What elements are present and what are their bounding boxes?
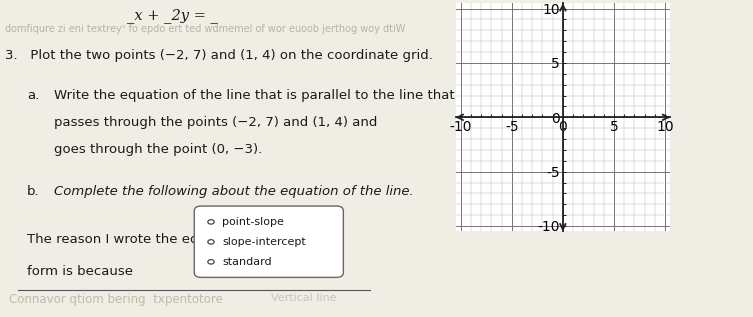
Text: domfiqure zi eni textreyˢ fo epdo ert ted wdmemel of wor euoob jerthog woy dtiW: domfiqure zi eni textreyˢ fo epdo ert te… <box>5 24 405 34</box>
Text: b.: b. <box>27 185 40 198</box>
Text: _x + _2y = _: _x + _2y = _ <box>127 8 218 23</box>
Text: point-slope: point-slope <box>222 217 284 227</box>
Circle shape <box>208 260 214 264</box>
Text: standard: standard <box>222 257 272 267</box>
Circle shape <box>208 240 214 244</box>
Text: Vertical line: Vertical line <box>271 293 337 303</box>
Text: passes through the points (−2, 7) and (1, 4) and: passes through the points (−2, 7) and (1… <box>54 116 377 129</box>
Text: goes through the point (0, −3).: goes through the point (0, −3). <box>54 143 263 156</box>
Text: a.: a. <box>27 89 39 102</box>
Text: Connavor qtiom bering  txpentotore: Connavor qtiom bering txpentotore <box>9 293 223 306</box>
FancyBboxPatch shape <box>194 206 343 277</box>
Text: slope-intercept: slope-intercept <box>222 237 306 247</box>
Text: The reason I wrote the equation in: The reason I wrote the equation in <box>27 233 258 246</box>
Text: form is because: form is because <box>27 265 133 278</box>
Text: 3.   Plot the two points (−2, 7) and (1, 4) on the coordinate grid.: 3. Plot the two points (−2, 7) and (1, 4… <box>5 49 432 62</box>
Text: Write the equation of the line that is parallel to the line that: Write the equation of the line that is p… <box>54 89 455 102</box>
Text: Complete the following about the equation of the line.: Complete the following about the equatio… <box>54 185 414 198</box>
Circle shape <box>208 220 214 224</box>
